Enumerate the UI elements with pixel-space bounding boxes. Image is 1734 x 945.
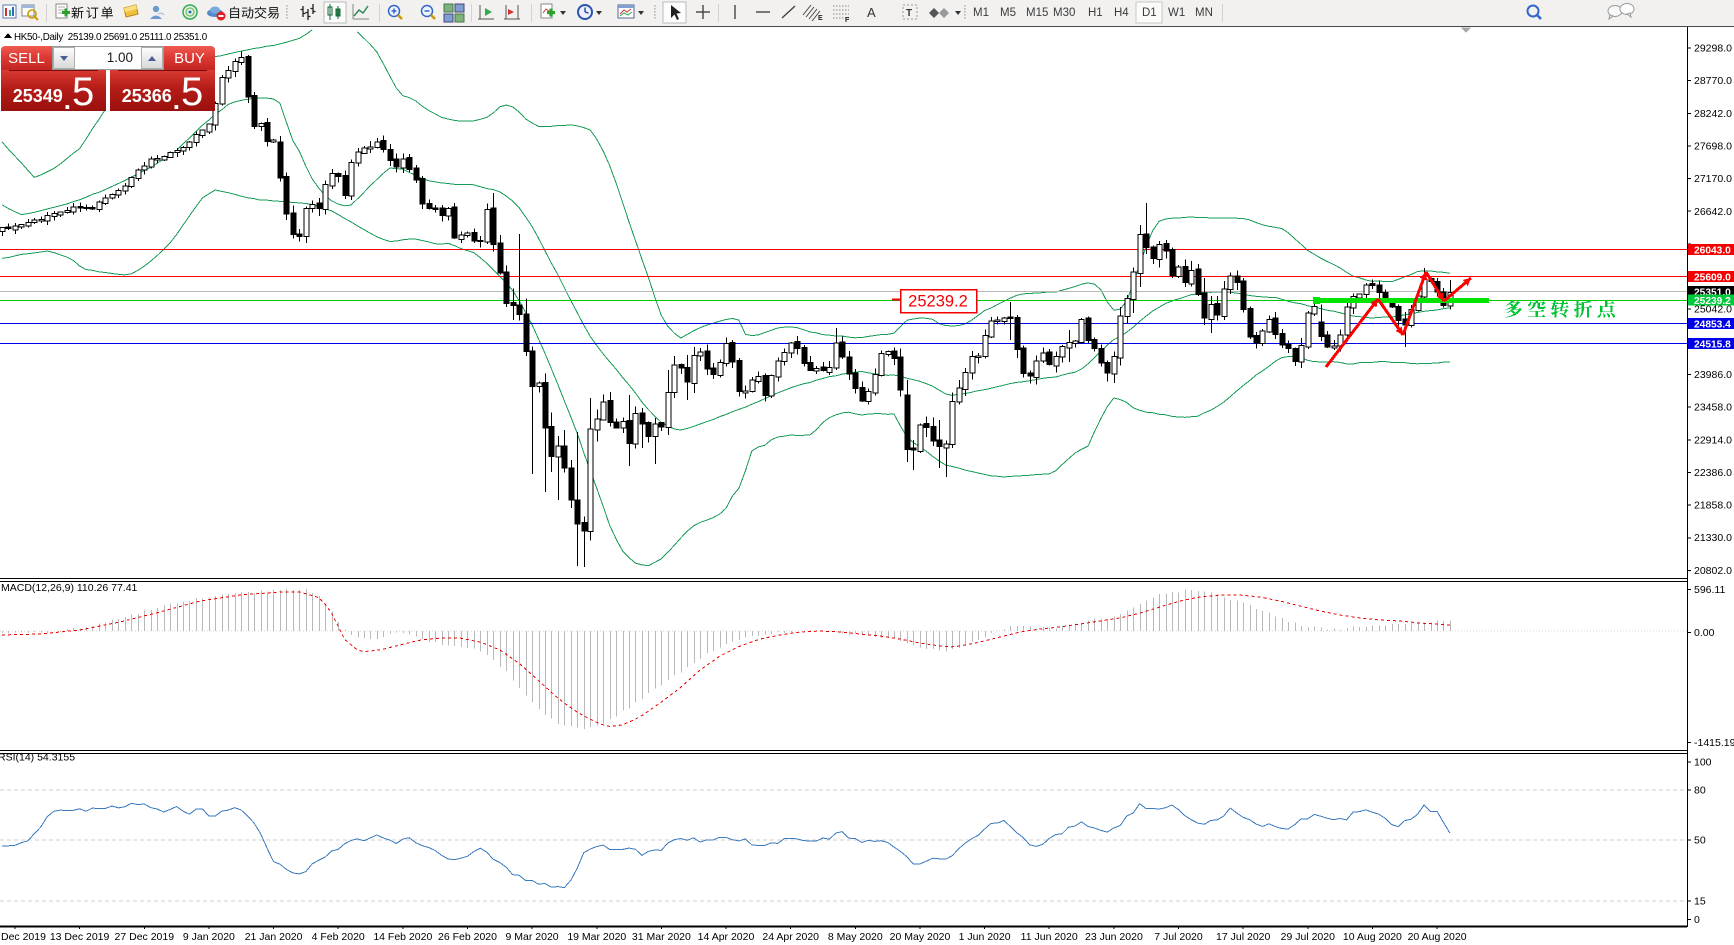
svg-text:8 May 2020: 8 May 2020	[828, 931, 883, 943]
svg-text:24515.8: 24515.8	[1694, 339, 1731, 350]
svg-text:50: 50	[1694, 835, 1706, 847]
svg-text:M5: M5	[1000, 7, 1016, 19]
svg-text:29298.0: 29298.0	[1694, 43, 1732, 55]
svg-text:28770.0: 28770.0	[1694, 75, 1732, 87]
svg-text:24853.4: 24853.4	[1694, 319, 1731, 330]
svg-text:0.00: 0.00	[1694, 627, 1715, 639]
svg-text:21 Jan 2020: 21 Jan 2020	[245, 931, 303, 943]
svg-text:MACD(12,26,9) 110.26 77.41: MACD(12,26,9) 110.26 77.41	[1, 582, 138, 594]
svg-text:27698.0: 27698.0	[1694, 140, 1732, 152]
svg-text:596.11: 596.11	[1694, 584, 1725, 596]
svg-text:H4: H4	[1114, 7, 1129, 19]
svg-text:19 Mar 2020: 19 Mar 2020	[567, 931, 626, 943]
svg-text:29 Jul 2020: 29 Jul 2020	[1281, 931, 1335, 943]
svg-text:23986.0: 23986.0	[1694, 369, 1732, 381]
svg-text:W1: W1	[1168, 7, 1185, 19]
svg-text:20 Aug 2020: 20 Aug 2020	[1408, 931, 1467, 943]
svg-text:27170.0: 27170.0	[1694, 173, 1732, 185]
svg-text:M30: M30	[1053, 7, 1075, 19]
svg-text:9 Mar 2020: 9 Mar 2020	[506, 931, 559, 943]
svg-text:26 Feb 2020: 26 Feb 2020	[438, 931, 497, 943]
svg-text:80: 80	[1694, 785, 1706, 797]
svg-text:25351.0: 25351.0	[1694, 287, 1731, 298]
svg-text:15: 15	[1694, 896, 1706, 908]
svg-text:9 Jan 2020: 9 Jan 2020	[183, 931, 235, 943]
svg-text:MN: MN	[1195, 7, 1213, 19]
svg-text:25239.2: 25239.2	[908, 293, 968, 311]
svg-text:22386.0: 22386.0	[1694, 467, 1732, 479]
svg-text:23458.0: 23458.0	[1694, 402, 1732, 414]
svg-text:13 Dec 2019: 13 Dec 2019	[50, 931, 110, 943]
svg-text:26642.0: 26642.0	[1694, 206, 1732, 218]
svg-text:0: 0	[1694, 914, 1700, 926]
svg-text:21330.0: 21330.0	[1694, 532, 1732, 544]
svg-text:E: E	[818, 15, 823, 22]
svg-text:21858.0: 21858.0	[1694, 500, 1732, 512]
svg-text:20 May 2020: 20 May 2020	[890, 931, 951, 943]
svg-text:100: 100	[1694, 757, 1712, 769]
svg-text:28242.0: 28242.0	[1694, 108, 1732, 120]
svg-text:20802.0: 20802.0	[1694, 565, 1732, 577]
svg-text:-1415.19: -1415.19	[1694, 737, 1734, 749]
svg-text:25609.0: 25609.0	[1694, 272, 1731, 283]
svg-text:11 Jun 2020: 11 Jun 2020	[1021, 931, 1078, 943]
svg-text:14 Apr 2020: 14 Apr 2020	[698, 931, 755, 943]
svg-text:T: T	[906, 8, 912, 19]
svg-text:24 Apr 2020: 24 Apr 2020	[762, 931, 819, 943]
svg-text:14 Feb 2020: 14 Feb 2020	[373, 931, 432, 943]
svg-text:23 Jun 2020: 23 Jun 2020	[1085, 931, 1143, 943]
svg-text:10 Aug 2020: 10 Aug 2020	[1343, 931, 1402, 943]
svg-text:31 Mar 2020: 31 Mar 2020	[632, 931, 691, 943]
svg-text:Dec 2019: Dec 2019	[1, 931, 46, 943]
svg-text:H1: H1	[1088, 7, 1103, 19]
svg-text:1 Jun 2020: 1 Jun 2020	[959, 931, 1011, 943]
svg-text:D1: D1	[1142, 7, 1157, 19]
svg-text:22914.0: 22914.0	[1694, 434, 1732, 446]
svg-text:4 Feb 2020: 4 Feb 2020	[312, 931, 365, 943]
svg-text:25042.0: 25042.0	[1694, 304, 1732, 316]
svg-text:25239.2: 25239.2	[1694, 296, 1731, 307]
svg-text:26043.0: 26043.0	[1694, 245, 1731, 256]
svg-text:27 Dec 2019: 27 Dec 2019	[115, 931, 175, 943]
svg-text:HK50-,Daily 25139.0 25691.0 2: HK50-,Daily 25139.0 25691.0 25111.0 2535…	[14, 32, 208, 43]
svg-text:17 Jul 2020: 17 Jul 2020	[1216, 931, 1270, 943]
svg-text:A: A	[867, 5, 876, 20]
svg-text:7 Jul 2020: 7 Jul 2020	[1154, 931, 1203, 943]
svg-text:RSI(14) 54.3155: RSI(14) 54.3155	[0, 752, 75, 764]
svg-text:M1: M1	[973, 7, 989, 19]
svg-text:M15: M15	[1026, 7, 1048, 19]
svg-text:F: F	[845, 17, 850, 24]
